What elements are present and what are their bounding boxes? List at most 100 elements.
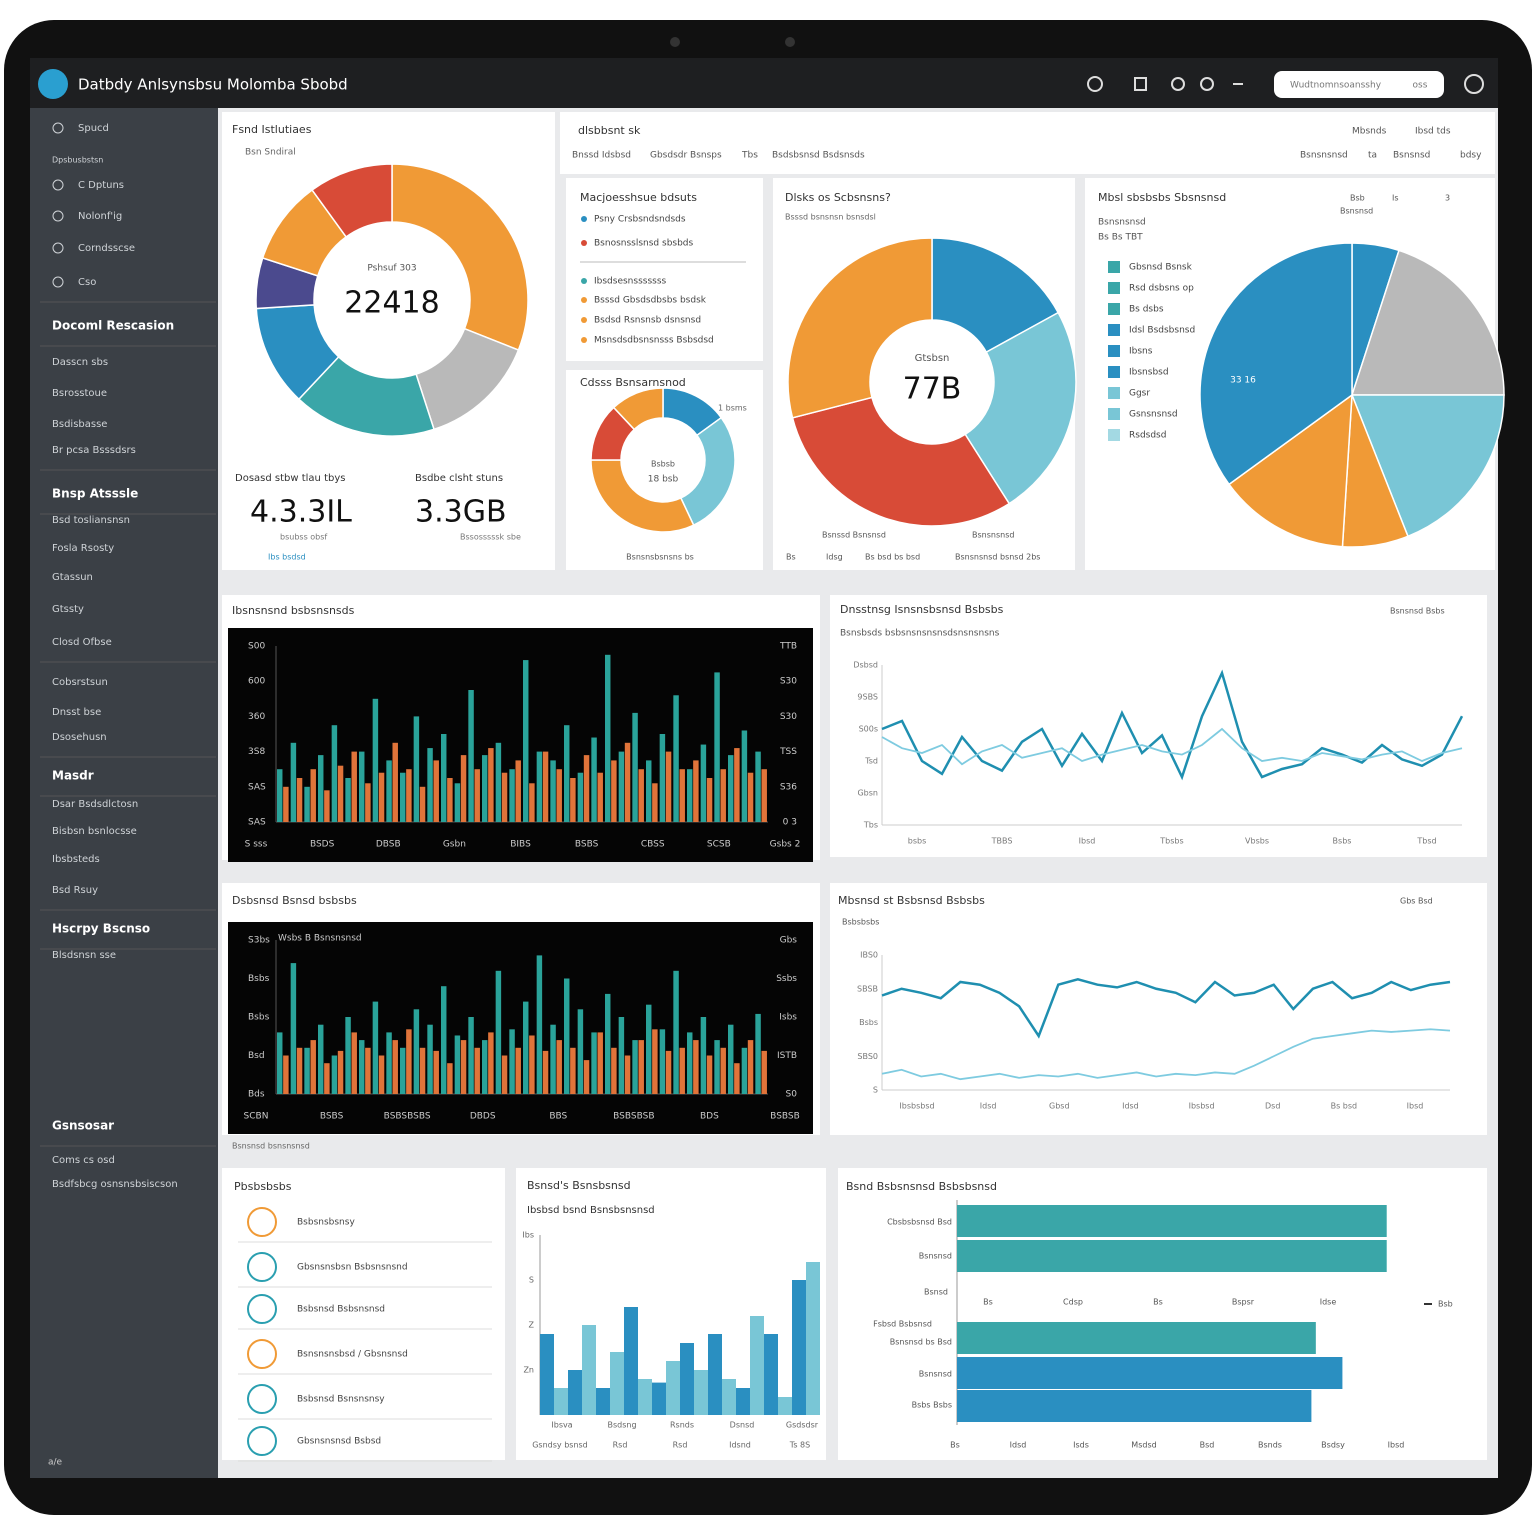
bar [296,1047,303,1094]
bar [501,1055,508,1094]
axis-label: Bds [248,1090,265,1100]
axis-label: 600 [248,677,265,687]
label: Idsg [826,553,843,562]
legend-label: Ibsns [1129,347,1153,357]
bar [806,1262,820,1415]
axis-label: SAS [248,818,266,828]
label: Mbsnds [1352,127,1387,137]
label: Tbs [741,151,758,161]
legend-label: Ibsnsbsd [1129,368,1169,378]
axis-label: Ibsbsbsd [899,1102,934,1111]
bar [501,772,508,822]
label: Bsdsbsnsd Bsdsnsds [772,151,865,161]
top-bar [30,58,1498,108]
axis-label: BBS [549,1112,567,1122]
bar [447,1063,453,1094]
bullet [581,240,587,246]
label: 3 [1445,194,1450,203]
bar [755,1013,761,1094]
label: Gtsbsn [915,353,950,364]
segment [931,237,1060,354]
bar [734,1063,740,1094]
axis-label: TSS [779,747,797,757]
sidebar-item: Gsnsosar [52,1119,114,1133]
label: Bsnsnsd [1393,151,1430,161]
icon[interactable] [1464,74,1484,94]
bar [400,1047,406,1094]
label: Bsn Sndiral [245,148,296,158]
camera [785,37,795,47]
bar [406,1029,412,1094]
bar [693,760,699,822]
kpi-value: 3.3GB [415,495,507,530]
bar [591,737,597,822]
legend-swatch [1108,387,1120,399]
legend-swatch [1108,324,1120,336]
list-item: Bsbsnsd Bsnsnsnsy [297,1395,385,1405]
sidebar-item: Dpsbusbstsn [52,156,103,165]
axis-label: Ibsbsd [1189,1102,1215,1111]
line [881,669,1464,781]
sidebar-item: Bnsp Atsssle [52,487,138,501]
bar [624,1055,631,1094]
axis-label: Dsd [1265,1102,1280,1111]
kpi-value: 4.3.3IL [250,495,352,530]
axis-label: Ibsd [1079,837,1096,846]
bar [577,772,584,822]
axis-label: SBSB [857,984,878,993]
bar [509,1029,515,1094]
bar [736,1388,750,1415]
label: Bsnsnsnsd [1300,151,1348,161]
list-item: Psny Crsbsndsndsds [594,215,686,225]
axis-label: Gbs [780,936,798,946]
bar [652,783,658,822]
icon[interactable] [1171,77,1185,91]
axis-label: Bsd [1200,1441,1215,1450]
sidebar-icon [52,210,64,222]
bar [714,1040,720,1094]
segment [1199,242,1353,486]
sidebar-item: Dsosehusn [52,732,107,743]
bar [515,1047,521,1094]
segment [1227,393,1353,548]
bar [646,1004,652,1094]
sidebar-item: Dsar Bsdsdlctosn [52,799,138,810]
legend-swatch [1108,282,1120,294]
bar [778,1397,792,1415]
label: Bnssd Idsbsd [572,151,631,161]
bar [714,672,720,822]
bar [310,769,316,822]
sidebar-item: Dnsst bse [52,707,101,718]
axis-label: ISTB [777,1051,797,1061]
bar [611,1047,617,1094]
panel-title: Macjoesshsue bdsuts [580,191,697,204]
sidebar-icon [52,242,64,254]
bar [659,734,666,822]
bar [687,769,693,822]
sidebar-item: Bsd tosliansnsn [52,515,130,526]
axis-label: Bsbs [859,1018,878,1027]
list-icon [247,1384,277,1414]
sidebar-item: C Dptuns [78,180,124,191]
icon[interactable] [1200,77,1214,91]
bar [406,769,412,822]
search-box[interactable] [1274,71,1444,98]
list-item: Bsnosnsslsnsd sbsbds [594,239,694,249]
axis-label: TTB [779,642,797,652]
bar [495,970,502,1094]
icon[interactable] [1087,76,1103,92]
bar [673,970,679,1094]
axis-label: S30 [780,677,797,687]
axis-label: 360 [248,712,265,722]
icon[interactable] [1134,77,1147,91]
bar [761,769,767,822]
segment [311,163,393,238]
bullet [581,278,587,284]
bar [392,742,398,822]
label: Ibsbsd bsnd Bsnsbsnsnsd [527,1205,655,1216]
bar [488,1032,494,1094]
bar [659,1029,666,1094]
bar [468,690,474,822]
label: Bsssd bsnsnsn bsnsdsl [785,213,876,222]
bar [372,698,379,822]
